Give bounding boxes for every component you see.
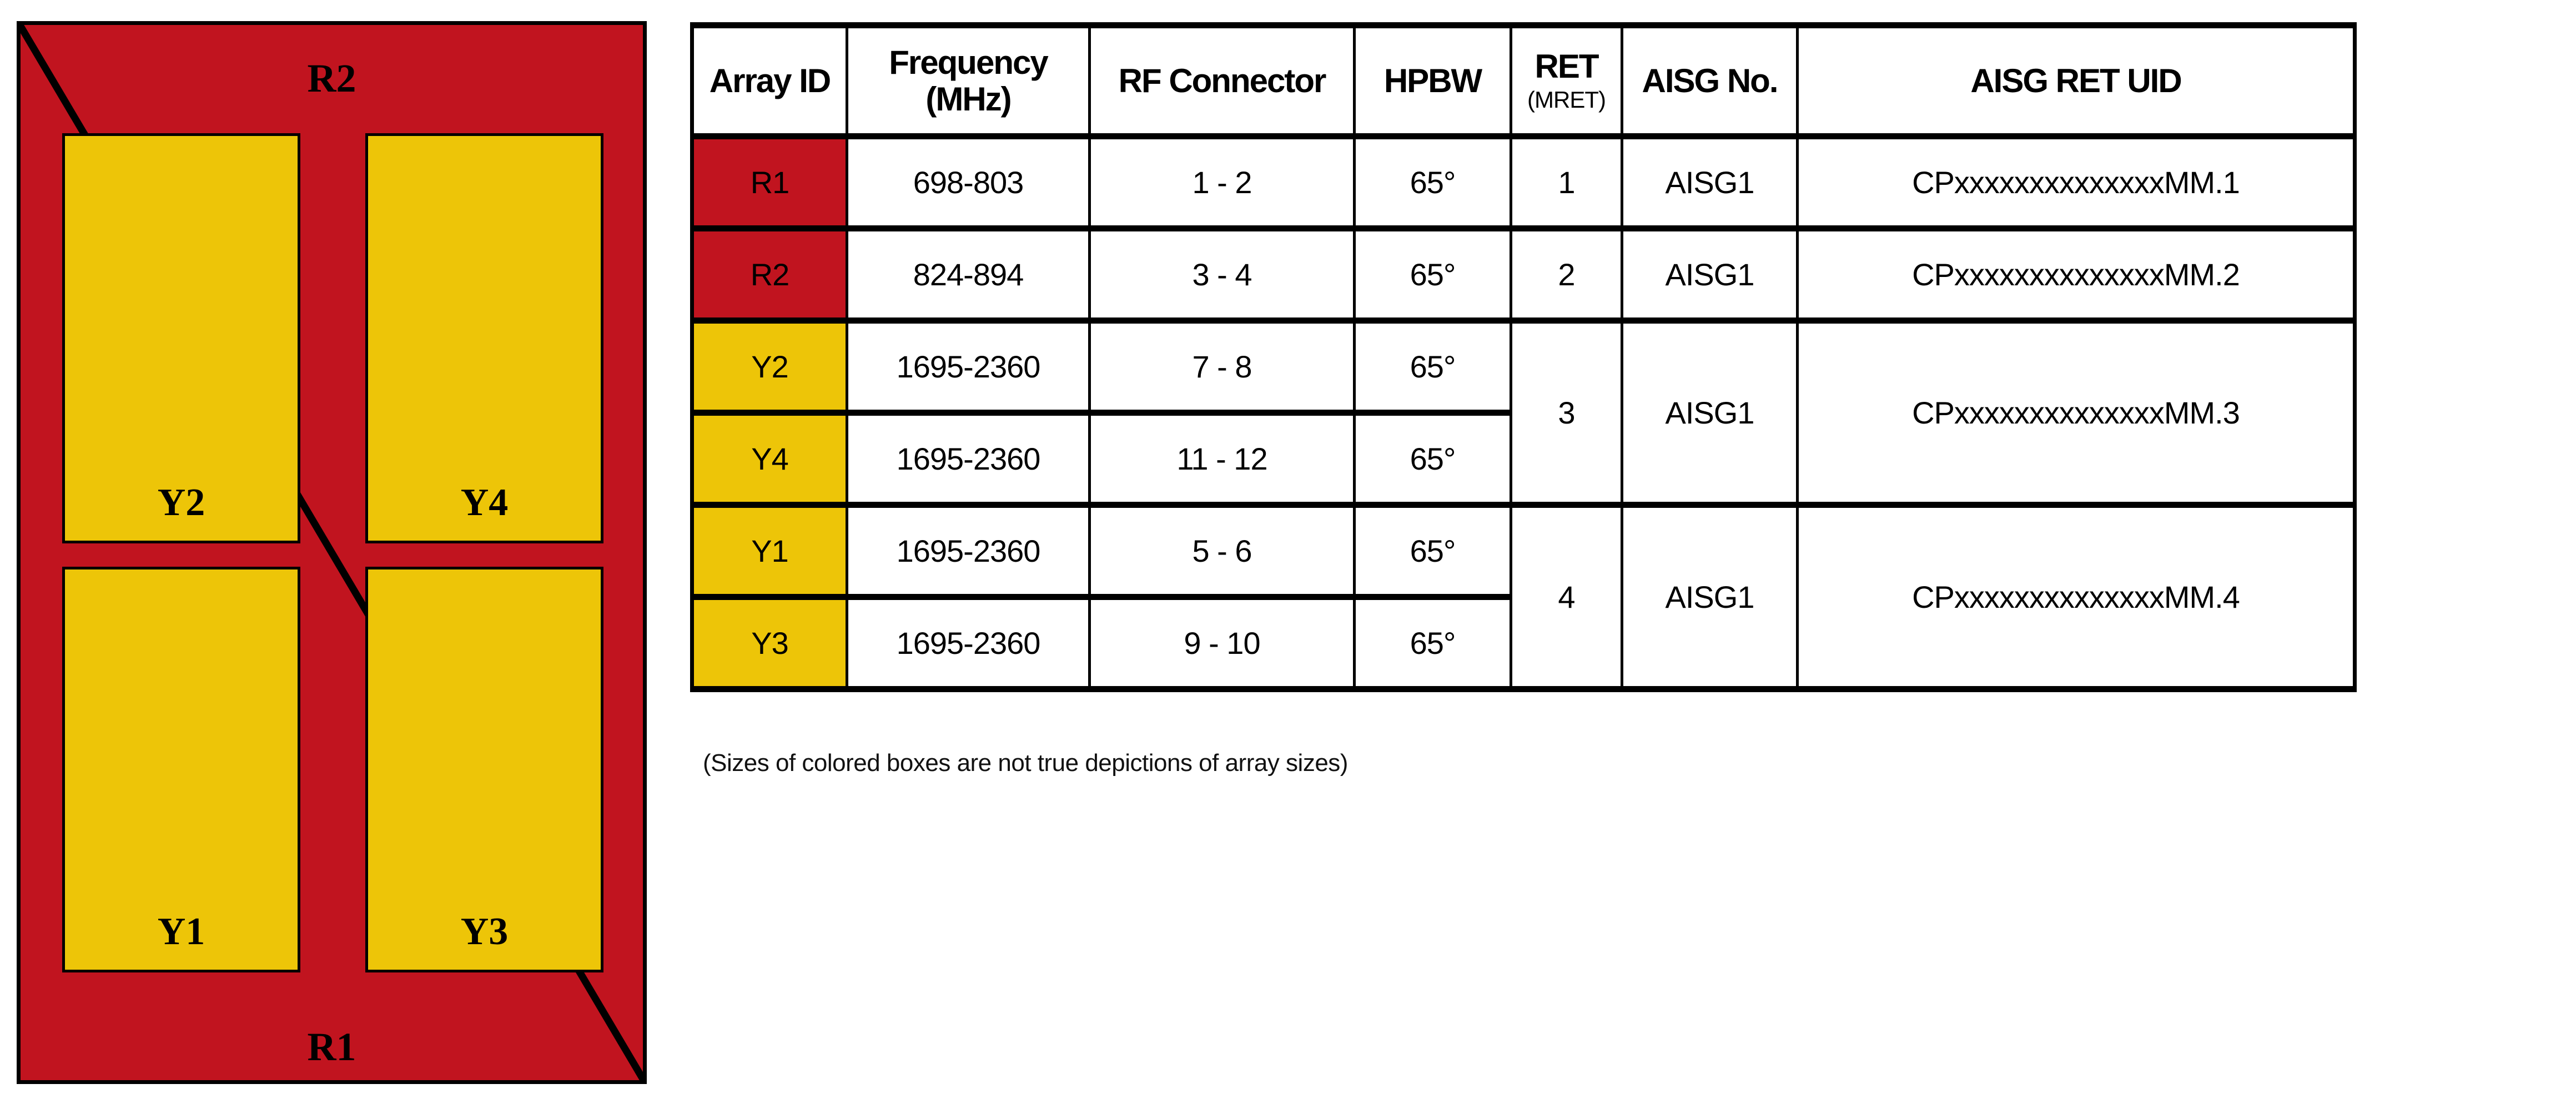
cell-aisg-no-merged: AISG1 — [1621, 502, 1799, 692]
col-header-ret-main: RET — [1534, 48, 1599, 85]
cell-hpbw: 65° — [1353, 225, 1512, 324]
table-row-y1: Y1 1695-2360 5 - 6 65° 4 AISG1 CPxxxxxxx… — [691, 502, 2356, 692]
cell-array-id: Y3 — [691, 594, 848, 692]
cell-frequency: 1695-2360 — [846, 410, 1091, 508]
col-header-array-id: Array ID — [691, 22, 848, 139]
col-header-hpbw: HPBW — [1353, 22, 1512, 139]
cell-aisg-no: AISG1 — [1621, 225, 1799, 324]
cell-frequency: 698-803 — [846, 133, 1091, 231]
cell-array-id: Y2 — [691, 317, 848, 416]
array-layout-diagram: R2 Y2 Y4 Y1 Y3 R1 — [17, 21, 647, 1084]
cell-ret-merged: 4 — [1510, 502, 1623, 692]
col-header-rf-connector: RF Connector — [1088, 22, 1356, 139]
band-label-r2: R2 — [307, 56, 356, 100]
cell-frequency: 1695-2360 — [846, 502, 1091, 600]
cell-aisg-no-merged: AISG1 — [1621, 317, 1799, 508]
cell-rf-connector: 7 - 8 — [1088, 317, 1356, 416]
band-label-r1: R1 — [307, 1025, 356, 1069]
array-box-y3: Y3 — [365, 567, 603, 972]
col-header-aisg-ret-uid: AISG RET UID — [1796, 22, 2356, 139]
array-box-label-y3: Y3 — [460, 910, 509, 953]
array-box-label-y4: Y4 — [460, 481, 509, 524]
col-header-frequency-line1: Frequency — [889, 43, 1048, 81]
col-header-frequency: Frequency (MHz) — [846, 22, 1091, 139]
cell-rf-connector: 3 - 4 — [1088, 225, 1356, 324]
table-row-y2: Y2 1695-2360 7 - 8 65° 3 AISG1 CPxxxxxxx… — [691, 317, 2356, 508]
table-row-y4: Y4 1695-2360 11 - 12 65° — [691, 410, 2355, 508]
cell-rf-connector: 11 - 12 — [1088, 410, 1356, 508]
array-box-label-y2: Y2 — [157, 481, 205, 524]
cell-aisg-ret-uid: CPxxxxxxxxxxxxxxMM.1 — [1796, 133, 2356, 231]
cell-hpbw: 65° — [1353, 594, 1512, 692]
cell-aisg-ret-uid-merged: CPxxxxxxxxxxxxxxMM.4 — [1796, 502, 2356, 692]
cell-hpbw: 65° — [1353, 410, 1512, 508]
cell-aisg-ret-uid-merged: CPxxxxxxxxxxxxxxMM.3 — [1796, 317, 2356, 508]
cell-frequency: 1695-2360 — [846, 317, 1091, 416]
cell-ret: 2 — [1510, 225, 1623, 324]
table-row-y3: Y3 1695-2360 9 - 10 65° — [691, 594, 2355, 692]
cell-array-id: R2 — [691, 225, 848, 324]
cell-array-id: Y1 — [691, 502, 848, 600]
cell-frequency: 824-894 — [846, 225, 1091, 324]
cell-hpbw: 65° — [1353, 317, 1512, 416]
table-row-r1: R1 698-803 1 - 2 65° 1 AISG1 CPxxxxxxxxx… — [691, 133, 2356, 231]
col-header-ret: RET (MRET) — [1510, 22, 1623, 139]
cell-ret-merged: 3 — [1510, 317, 1623, 508]
cell-rf-connector: 5 - 6 — [1088, 502, 1356, 600]
header-row: Array ID Frequency (MHz) RF Connector HP… — [691, 22, 2356, 139]
array-box-y2: Y2 — [62, 133, 300, 543]
cell-rf-connector: 1 - 2 — [1088, 133, 1356, 231]
cell-hpbw: 65° — [1353, 133, 1512, 231]
table-row-r2: R2 824-894 3 - 4 65° 2 AISG1 CPxxxxxxxxx… — [691, 225, 2356, 324]
cell-array-id: Y4 — [691, 410, 848, 508]
array-box-label-y1: Y1 — [157, 910, 205, 953]
array-spec-table: Array ID Frequency (MHz) RF Connector HP… — [690, 22, 2357, 692]
cell-array-id: R1 — [691, 133, 848, 231]
cell-rf-connector: 9 - 10 — [1088, 594, 1356, 692]
col-header-frequency-line2: (MHz) — [925, 80, 1012, 118]
cell-frequency: 1695-2360 — [846, 594, 1091, 692]
cell-hpbw: 65° — [1353, 502, 1512, 600]
col-header-ret-sub: (MRET) — [1527, 87, 1606, 113]
size-disclaimer-caption: (Sizes of colored boxes are not true dep… — [703, 749, 1348, 777]
cell-aisg-no: AISG1 — [1621, 133, 1799, 231]
array-box-y1: Y1 — [62, 567, 300, 972]
cell-ret: 1 — [1510, 133, 1623, 231]
cell-aisg-ret-uid: CPxxxxxxxxxxxxxxMM.2 — [1796, 225, 2356, 324]
array-box-y4: Y4 — [365, 133, 603, 543]
col-header-aisg-no: AISG No. — [1621, 22, 1799, 139]
